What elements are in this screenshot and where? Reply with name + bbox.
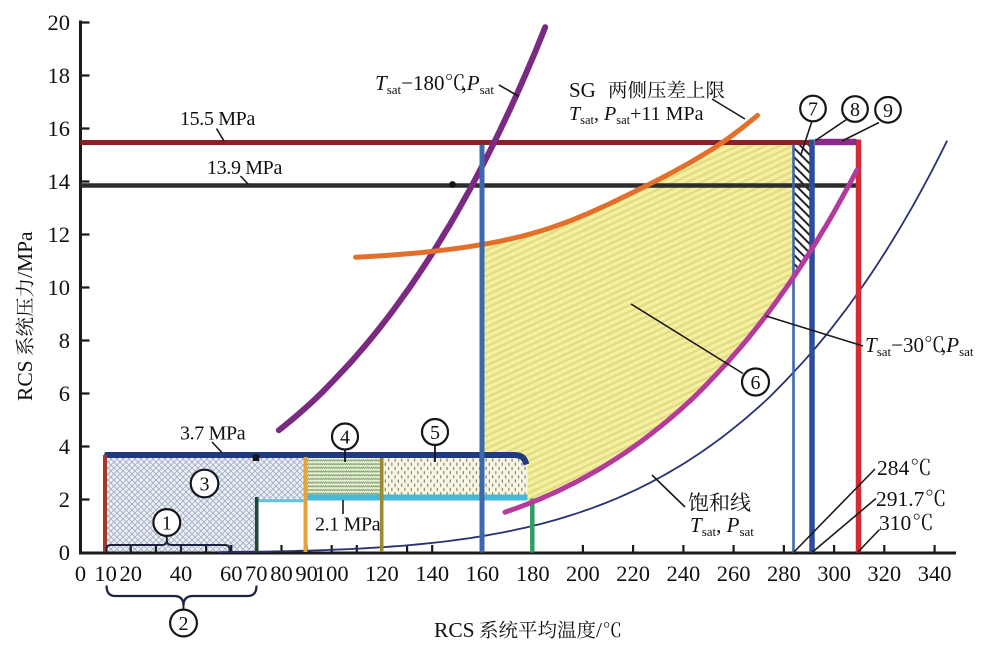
svg-text:260: 260 [717, 561, 751, 586]
svg-text:90: 90 [295, 561, 318, 586]
svg-text:,Psat: ,Psat [462, 71, 495, 97]
svg-text:Tsat−30: Tsat−30 [865, 333, 924, 359]
svg-text:RCS: RCS [13, 360, 37, 401]
svg-text:4: 4 [340, 427, 350, 449]
svg-text:2: 2 [59, 487, 70, 512]
svg-text:70: 70 [245, 561, 268, 586]
svg-text:120: 120 [365, 561, 399, 586]
svg-text:180: 180 [516, 561, 550, 586]
svg-text:80: 80 [270, 561, 293, 586]
svg-text:300: 300 [817, 561, 851, 586]
svg-text:18: 18 [48, 63, 71, 88]
svg-text:SG: SG [569, 78, 596, 102]
svg-text:7: 7 [808, 99, 818, 121]
svg-text:3.7 MPa: 3.7 MPa [180, 423, 246, 445]
svg-text:100: 100 [315, 561, 349, 586]
svg-text:320: 320 [867, 561, 901, 586]
svg-text:140: 140 [415, 561, 449, 586]
svg-text:280: 280 [767, 561, 801, 586]
svg-text:6: 6 [59, 381, 70, 406]
svg-text:4: 4 [59, 434, 70, 459]
svg-text:220: 220 [616, 561, 650, 586]
svg-text:0: 0 [75, 561, 86, 586]
svg-text:10: 10 [48, 275, 71, 300]
svg-text:Tsat−180: Tsat−180 [375, 71, 444, 97]
svg-text:Tsat, Psat+11 MPa: Tsat, Psat+11 MPa [569, 103, 704, 127]
svg-text:16: 16 [48, 116, 71, 141]
svg-text:60: 60 [220, 561, 243, 586]
svg-text:20: 20 [119, 561, 142, 586]
svg-text:/MPa: /MPa [13, 231, 37, 278]
svg-text:5: 5 [430, 422, 440, 444]
svg-text:13.9 MPa: 13.9 MPa [207, 157, 282, 179]
svg-text:2.1 MPa: 2.1 MPa [315, 514, 381, 536]
svg-text:Tsat, Psat: Tsat, Psat [690, 513, 754, 539]
svg-text:6: 6 [751, 372, 761, 394]
svg-text:0: 0 [59, 540, 70, 565]
svg-text:RCS: RCS [434, 618, 475, 642]
svg-text:12: 12 [48, 222, 71, 247]
svg-text:284: 284 [877, 456, 910, 480]
svg-text:310: 310 [879, 511, 911, 535]
svg-text:240: 240 [667, 561, 701, 586]
svg-text:291.7: 291.7 [876, 487, 925, 511]
svg-text:8: 8 [850, 99, 860, 121]
svg-text:200: 200 [566, 561, 600, 586]
svg-text:10: 10 [94, 561, 117, 586]
svg-text:340: 340 [918, 561, 952, 586]
svg-text:160: 160 [466, 561, 500, 586]
svg-text:40: 40 [170, 561, 193, 586]
svg-text:1: 1 [162, 513, 172, 535]
svg-text:15.5 MPa: 15.5 MPa [180, 108, 255, 130]
svg-text:14: 14 [48, 169, 71, 194]
svg-text:2: 2 [179, 613, 189, 635]
svg-text:20: 20 [48, 10, 71, 35]
svg-text:9: 9 [883, 100, 893, 122]
svg-text:3: 3 [200, 474, 210, 496]
svg-text:/: / [596, 618, 602, 642]
svg-text:8: 8 [59, 328, 70, 353]
